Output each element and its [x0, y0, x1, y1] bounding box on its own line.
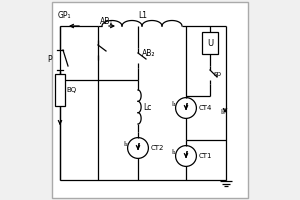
Text: I₃: I₃ [220, 109, 225, 115]
Text: I: I [184, 152, 188, 160]
Bar [202, 32, 218, 54]
Text: I: I [184, 104, 188, 112]
Text: CT1: CT1 [198, 153, 212, 159]
Text: U: U [207, 39, 213, 48]
Text: BQ: BQ [66, 87, 76, 93]
Text: sp: sp [214, 71, 222, 77]
Text: Lc: Lc [143, 102, 152, 112]
Text: P: P [47, 55, 52, 64]
Bar [55, 74, 65, 106]
Text: AB₂: AB₂ [142, 49, 155, 58]
Text: AB₁: AB₁ [100, 18, 113, 26]
Text: I₂: I₂ [123, 141, 128, 147]
Text: GP₁: GP₁ [58, 11, 71, 21]
Text: I: I [136, 144, 140, 152]
Text: I₄: I₄ [171, 101, 176, 107]
Text: L1: L1 [138, 11, 147, 21]
Text: I₁: I₁ [171, 149, 176, 155]
Text: CT2: CT2 [150, 145, 164, 151]
Text: CT4: CT4 [198, 105, 212, 111]
